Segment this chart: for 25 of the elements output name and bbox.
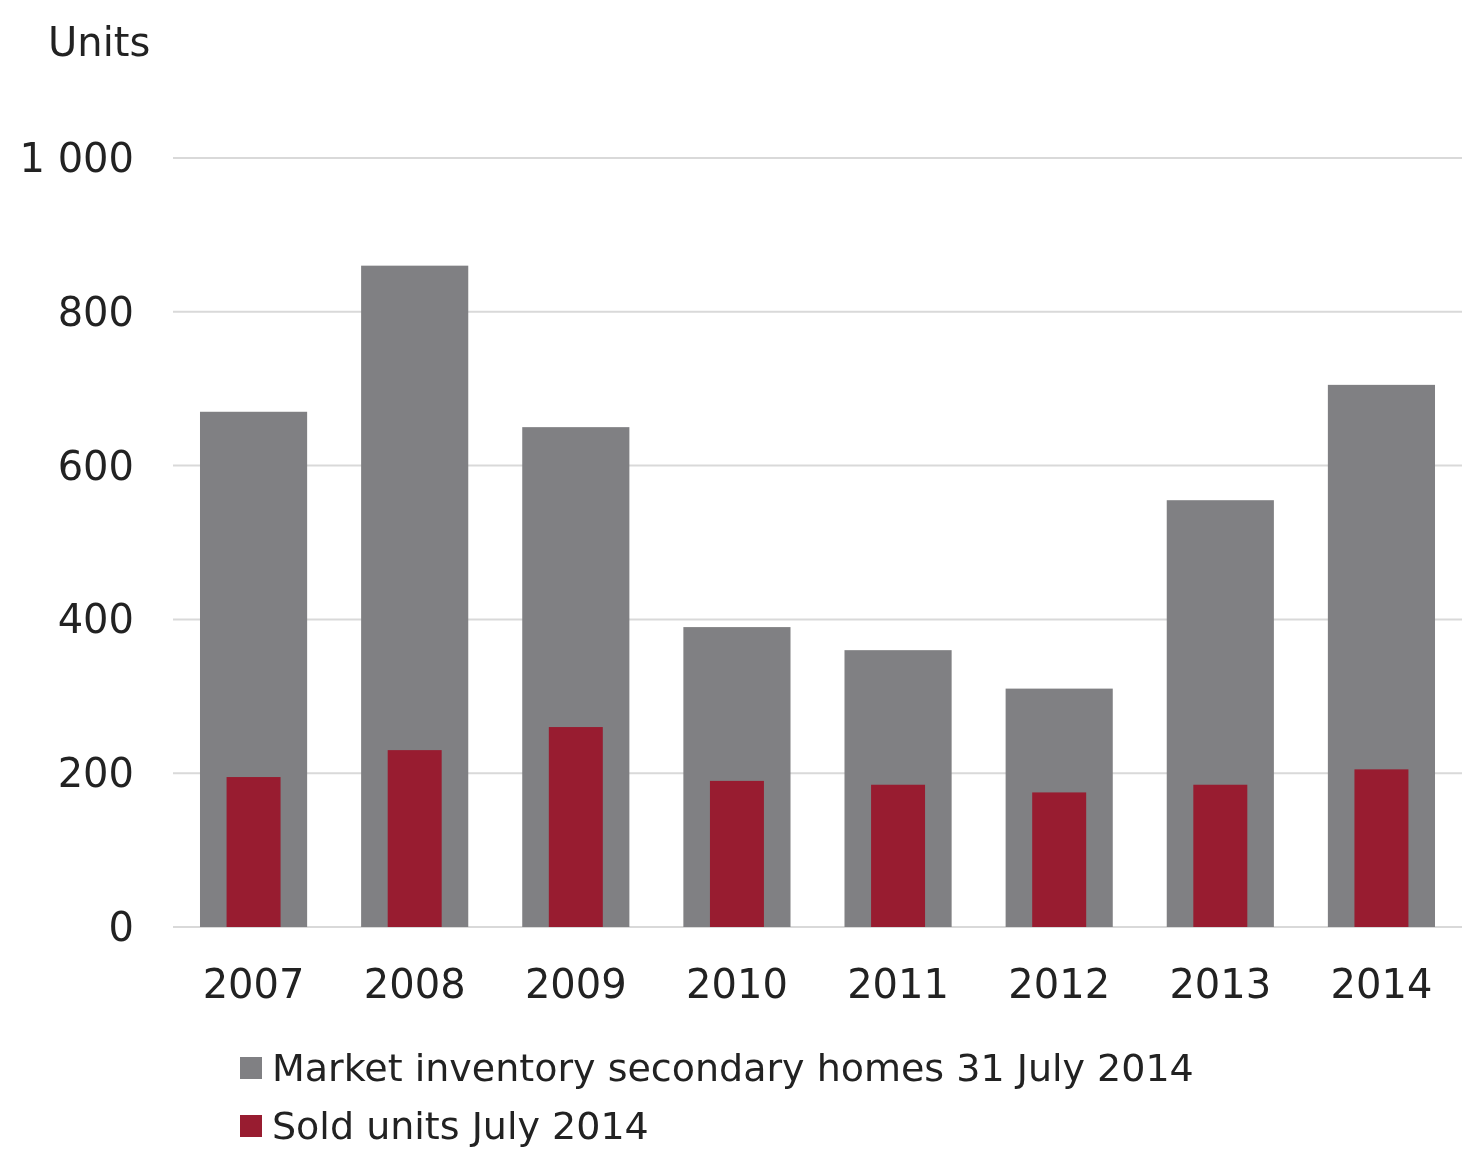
x-tick-label: 2008 <box>363 961 466 1007</box>
bar <box>709 780 764 927</box>
bar <box>871 784 926 927</box>
bar <box>387 750 442 927</box>
bar <box>1354 769 1409 927</box>
bar <box>1193 784 1248 927</box>
y-tick-label: 400 <box>57 596 134 643</box>
bar <box>1032 792 1087 927</box>
legend-label: Sold units July 2014 <box>272 1104 649 1149</box>
x-tick-label: 2007 <box>202 961 305 1007</box>
x-tick-label: 2012 <box>1008 961 1111 1007</box>
bar <box>226 777 281 927</box>
bar <box>548 727 603 927</box>
x-tick-label: 2010 <box>686 961 788 1007</box>
y-axis-title: Units <box>48 19 151 65</box>
x-tick-label: 2014 <box>1330 961 1433 1007</box>
y-tick-label: 200 <box>57 750 134 797</box>
y-tick-label: 800 <box>57 288 134 335</box>
x-tick-label: 2011 <box>847 961 949 1007</box>
x-tick-label: 2009 <box>524 961 627 1007</box>
y-tick-label: 1 000 <box>19 135 134 181</box>
x-tick-label: 2013 <box>1169 961 1272 1007</box>
y-tick-label: 600 <box>57 442 134 489</box>
legend-label: Market inventory secondary homes 31 July 2014 <box>272 1046 1194 1091</box>
y-tick-label: 0 <box>108 904 134 950</box>
